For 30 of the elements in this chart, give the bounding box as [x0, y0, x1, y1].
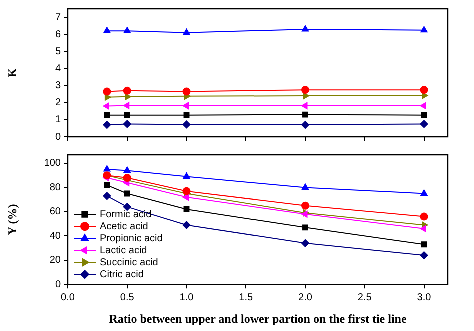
- x-tick-label: 1.0: [180, 292, 194, 304]
- y-tick-label: 60: [50, 206, 62, 218]
- y-axis-title: K: [5, 68, 20, 78]
- y-axis-title: Y (%): [5, 204, 20, 236]
- legend-label: Propionic acid: [100, 233, 163, 244]
- y-tick-label: 7: [55, 12, 62, 24]
- y-tick-label: 80: [50, 182, 62, 194]
- legend-label: Citric acid: [100, 269, 144, 280]
- y-tick-label: 3: [55, 80, 62, 92]
- x-tick-label: 0.5: [120, 292, 135, 304]
- y-tick-label: 5: [55, 46, 62, 58]
- x-tick-label: 3.0: [417, 292, 432, 304]
- y-tick-label: 100: [44, 158, 62, 170]
- y-tick-label: 1: [55, 114, 62, 126]
- y-tick-label: 4: [55, 63, 62, 74]
- x-tick-label: 2.0: [298, 292, 313, 304]
- legend-label: Lactic acid: [100, 245, 148, 256]
- y-tick-label: 0: [55, 132, 62, 143]
- x-tick-label: 1.5: [239, 292, 254, 304]
- legend-label: Succinic acid: [100, 257, 158, 268]
- legend-label: Acetic acid: [100, 221, 148, 232]
- y-tick-label: 0: [55, 279, 62, 290]
- x-tick-label: 2.5: [358, 292, 372, 304]
- y-tick-label: 2: [55, 98, 62, 109]
- y-tick-label: 40: [50, 230, 62, 242]
- x-tick-label: 0.0: [61, 292, 76, 304]
- x-axis-title: Ratio between upper and lower partion on the first tie line: [109, 312, 408, 326]
- y-tick-label: 6: [55, 29, 62, 40]
- legend-label: Formic acid: [100, 209, 152, 220]
- y-tick-label: 20: [50, 255, 62, 266]
